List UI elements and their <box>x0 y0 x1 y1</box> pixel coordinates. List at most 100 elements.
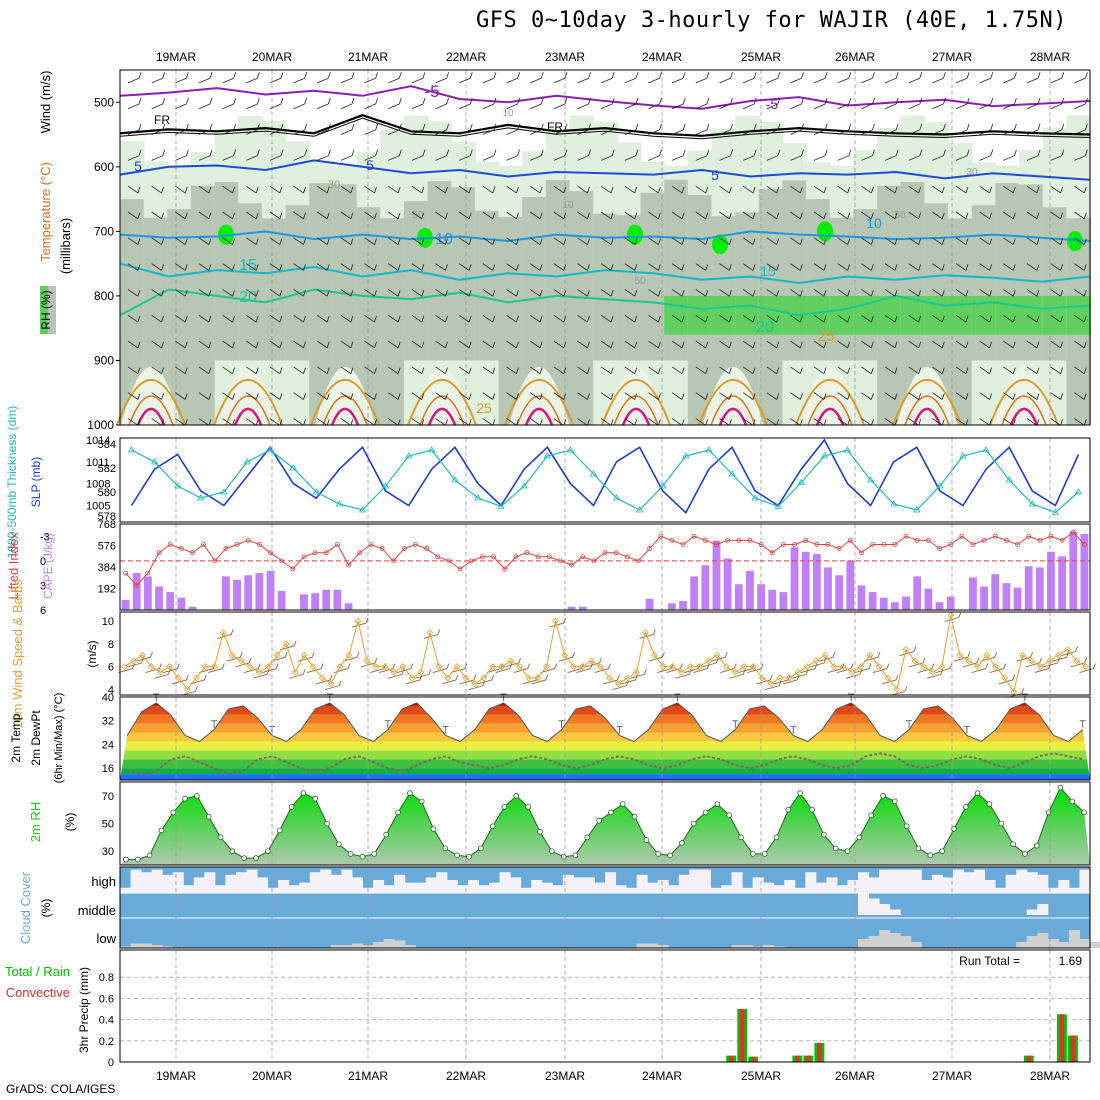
wind-barb <box>364 314 377 323</box>
wind-barb-10m <box>333 663 351 674</box>
precip-convective-label: Convective <box>6 985 70 1000</box>
lifted-index-point <box>1048 533 1054 539</box>
wind-barb <box>861 237 874 245</box>
cloud-low-bar <box>742 945 754 948</box>
wind-barb <box>127 123 142 135</box>
thickness-tick-label: 580 <box>98 487 116 499</box>
cloud-high-bar <box>510 877 522 893</box>
cloud-high-bar <box>552 885 564 893</box>
cloud-low-bar <box>1090 942 1100 948</box>
rh2m-point <box>229 848 236 854</box>
isotherm-line <box>119 85 1091 110</box>
cloud-high-bar <box>836 885 848 893</box>
temp-minmax-marker <box>790 726 797 734</box>
cloud-low-bar <box>383 939 395 948</box>
cloud-high-bar <box>1026 872 1038 893</box>
temp-minmax-marker <box>963 726 970 734</box>
cloud-high-bar <box>130 869 142 893</box>
wind-barb <box>198 366 212 375</box>
lifted-index-point <box>223 546 229 551</box>
wind-barb <box>861 72 875 84</box>
wind-barb <box>577 366 590 375</box>
wind-barb <box>553 123 568 135</box>
wind-barb <box>1074 123 1088 135</box>
wind-barb <box>506 340 519 349</box>
rh2m-point <box>690 820 697 827</box>
cape-bar <box>768 589 777 610</box>
wind-barb <box>553 366 567 375</box>
wind-barb <box>411 123 426 135</box>
rh2m-point <box>359 853 366 860</box>
wind-barb <box>766 289 780 297</box>
rh2m-point <box>714 801 721 807</box>
wind-barb <box>506 185 519 194</box>
cloud-high-bar <box>1005 874 1017 893</box>
wind-barb <box>1003 149 1017 161</box>
rh2m-point <box>738 834 744 841</box>
wind-barb <box>861 289 874 297</box>
wind-barb <box>766 340 780 349</box>
wind-barb <box>411 237 425 245</box>
wind-barb <box>861 418 874 426</box>
cape-bar <box>879 597 888 610</box>
lifted-tick-label: -3 <box>40 531 50 543</box>
wind-barb <box>1003 123 1017 135</box>
wind-barb <box>175 185 188 194</box>
contour-label: 10 <box>502 108 514 119</box>
wind-barb <box>553 72 568 84</box>
wind-barb <box>624 263 638 271</box>
cloud-high-bar <box>520 887 532 893</box>
wind-speed-point <box>920 663 928 670</box>
date-label-bottom: 24MAR <box>642 1069 682 1083</box>
wind-barb <box>671 72 686 84</box>
thickness-marker <box>843 446 852 453</box>
wind-barb <box>529 289 543 297</box>
cape-bar <box>980 586 988 610</box>
wind-barb <box>1026 366 1040 375</box>
isotherm-line <box>119 288 1091 317</box>
rh-shade-mid <box>498 217 524 425</box>
wind-barb <box>222 211 235 220</box>
rh2m-point <box>679 840 685 846</box>
wind-barb-10m <box>181 686 198 696</box>
wind-barb-10m <box>1061 646 1078 656</box>
wind-barb <box>766 211 780 220</box>
wind-barb-10m <box>935 663 953 674</box>
cloud-low-bar <box>330 945 342 948</box>
wind-barb <box>293 97 308 110</box>
wind-barb <box>648 340 661 349</box>
wind-barb <box>269 149 284 161</box>
wind-barb <box>175 314 188 323</box>
cloud-high-bar <box>162 874 174 893</box>
precip-convective-bar <box>751 1056 756 1062</box>
cloud-high-bar <box>341 869 353 893</box>
cloud-high-bar <box>436 872 448 893</box>
wind-barb <box>790 123 804 135</box>
cloud-high-bar <box>921 880 933 893</box>
lifted-index-point <box>513 554 519 560</box>
wind-barb <box>269 392 283 400</box>
wind-barb <box>458 185 472 194</box>
wind-barb <box>459 97 473 110</box>
wind-barb-10m <box>315 674 333 685</box>
wind-barb <box>790 211 803 220</box>
lifted-index-point <box>669 537 675 543</box>
wind10m-label: 10m Wind Speed & Barbs <box>10 579 25 729</box>
wind-barb <box>340 263 354 271</box>
rh2m-point <box>903 823 910 830</box>
thickness-tick-label: 584 <box>98 439 116 451</box>
wind-barb <box>553 340 567 349</box>
wind-barb <box>340 211 354 220</box>
wind-speed-point <box>659 663 667 670</box>
slp-line <box>130 438 1080 515</box>
rh-shade-green <box>806 295 831 335</box>
wind-speed-point <box>444 674 452 682</box>
rh-shade-mid <box>569 190 595 425</box>
cape-bar <box>734 584 743 610</box>
lifted-index-point <box>468 558 474 564</box>
wind-barb <box>340 392 354 400</box>
wind-barb <box>482 418 496 426</box>
wind-barb <box>364 340 377 349</box>
wind-barb <box>932 211 945 220</box>
